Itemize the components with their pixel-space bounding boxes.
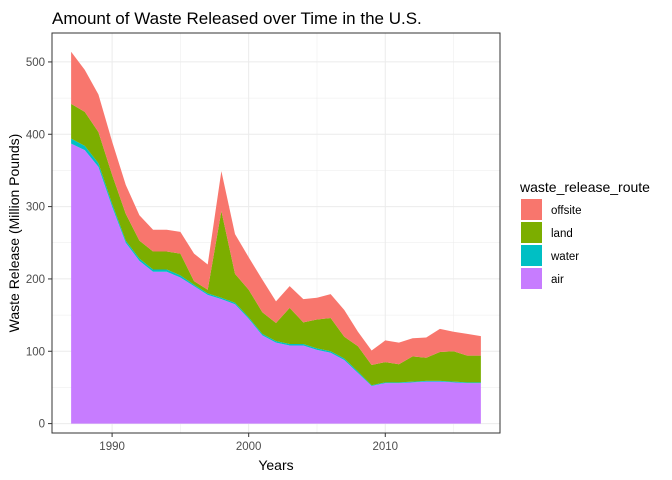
y-tick-label: 200: [26, 274, 45, 286]
area-offsite: [71, 51, 481, 366]
legend-title: waste_release_route: [519, 179, 650, 195]
y-tick-label: 400: [26, 129, 45, 141]
chart-title: Amount of Waste Released over Time in th…: [52, 9, 422, 28]
legend-swatch-air: [521, 268, 542, 289]
legend-label-water: water: [550, 251, 579, 263]
axis-ticks: 0 100 200 300 400 500 1990 2000 2010: [26, 57, 398, 453]
y-tick-label: 500: [26, 57, 45, 69]
x-tick-label: 1990: [99, 441, 125, 453]
area-land: [71, 103, 481, 386]
x-tick-label: 2010: [372, 441, 398, 453]
y-tick-label: 0: [39, 419, 45, 431]
legend-swatch-water: [521, 245, 542, 266]
y-tick-label: 100: [26, 346, 45, 358]
legend-label-air: air: [551, 274, 564, 286]
y-axis-title: Waste Release (Million Pounds): [6, 134, 22, 333]
plot-border: [51, 32, 501, 434]
legend-label-offsite: offsite: [551, 205, 581, 217]
legend-swatch-land: [521, 222, 542, 243]
legend: waste_release_route offsite land water air: [519, 179, 650, 289]
x-axis-title: Years: [258, 457, 293, 473]
y-tick-label: 300: [26, 202, 45, 214]
legend-label-land: land: [551, 228, 573, 240]
legend-swatch-offsite: [521, 199, 542, 220]
x-tick-label: 2000: [236, 441, 262, 453]
area-series: [71, 51, 481, 424]
area-air: [71, 143, 481, 424]
